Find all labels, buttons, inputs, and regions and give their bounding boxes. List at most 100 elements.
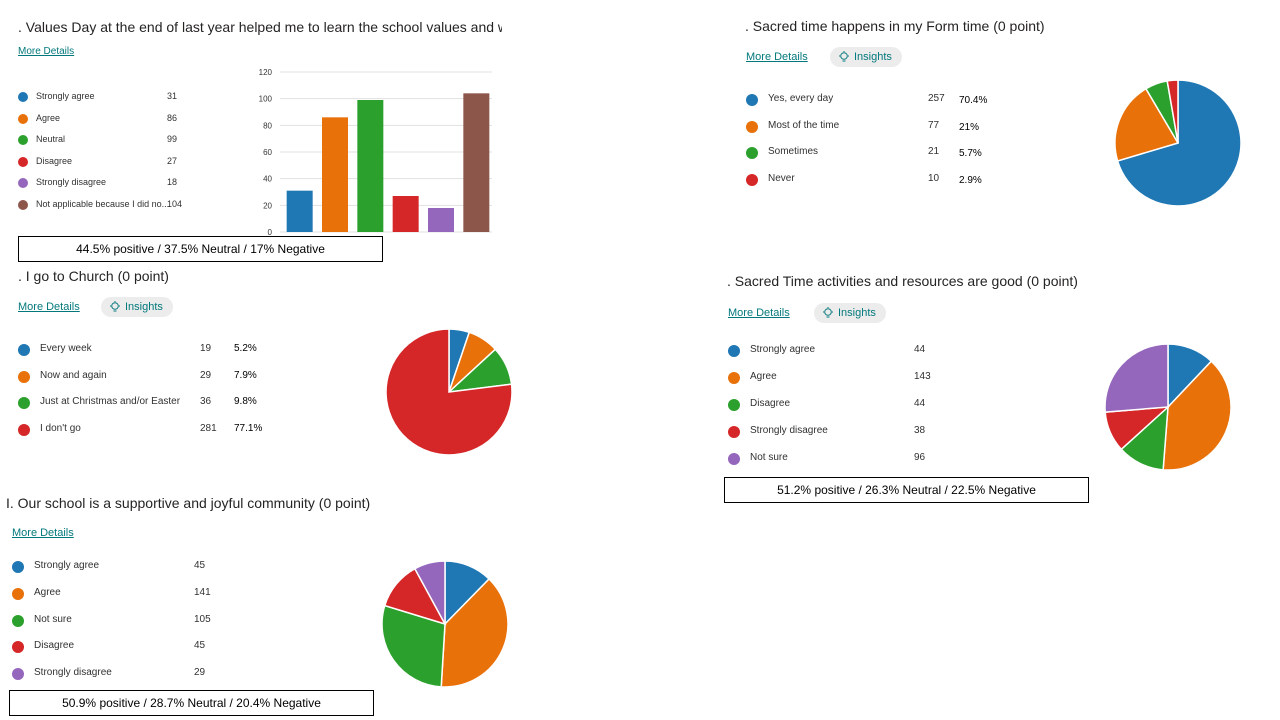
legend-marker <box>18 200 28 210</box>
legend-label: Never <box>768 172 795 184</box>
q4-summary-box: 51.2% positive / 26.3% Neutral / 22.5% N… <box>724 477 1089 503</box>
legend-count: 38 <box>914 425 926 436</box>
y-tick-label: 100 <box>259 95 273 104</box>
pie-slice[interactable] <box>1114 87 1180 162</box>
legend-percent: 7.9% <box>234 369 257 381</box>
legend-count: 29 <box>200 369 212 381</box>
q2-insights-button[interactable]: Insights <box>830 47 902 67</box>
legend-count: 10 <box>928 172 940 184</box>
legend-count: 105 <box>194 613 211 625</box>
q4-insights-button[interactable]: Insights <box>814 303 886 323</box>
q5-more-details-link[interactable]: More Details <box>12 527 74 539</box>
legend-count: 21 <box>928 146 940 157</box>
legend-marker <box>746 94 758 106</box>
q3-title: . I go to Church (0 point) <box>18 268 169 284</box>
pie-slice[interactable] <box>413 560 446 625</box>
legend-label: Now and again <box>40 369 107 381</box>
q4-title: . Sacred Time activities and resources a… <box>727 273 1078 289</box>
legend-marker <box>746 147 758 159</box>
bar[interactable] <box>428 208 454 232</box>
legend-marker <box>728 426 740 438</box>
legend-count: 257 <box>928 93 945 104</box>
y-tick-label: 80 <box>263 121 272 130</box>
legend-count: 36 <box>200 396 212 407</box>
y-tick-label: 120 <box>259 68 273 77</box>
legend-label: Strongly agree <box>750 344 816 355</box>
legend-marker <box>746 120 758 133</box>
legend-label: Disagree <box>34 640 75 652</box>
q2-title: . Sacred time happens in my Form time (0… <box>745 18 1045 34</box>
legend-count: 19 <box>200 343 212 354</box>
legend-label: Agree <box>36 112 61 123</box>
bar[interactable] <box>286 190 313 232</box>
legend-count: 96 <box>914 452 926 463</box>
y-tick-label: 20 <box>263 201 272 210</box>
legend-marker <box>18 92 28 102</box>
q2-pie-chart <box>1114 79 1242 207</box>
legend-label: Strongly disagree <box>750 425 828 436</box>
legend-marker <box>12 668 24 681</box>
legend-marker <box>728 345 740 357</box>
pie-slice[interactable] <box>1166 79 1179 144</box>
legend-percent: 77.1% <box>234 422 263 434</box>
q2-insights-label: Insights <box>854 51 892 63</box>
legend-label: Strongly disagree <box>34 667 112 679</box>
legend-count: 99 <box>167 134 178 145</box>
legend-percent: 9.8% <box>234 396 257 407</box>
pie-slice[interactable] <box>1104 343 1169 413</box>
bar[interactable] <box>463 93 490 232</box>
legend-label: Most of the time <box>768 119 840 131</box>
pie-slice[interactable] <box>440 577 509 688</box>
legend-label: Disagree <box>750 398 791 409</box>
legend-marker <box>746 173 758 186</box>
q4-more-details-link[interactable]: More Details <box>728 307 790 319</box>
lightbulb-icon <box>110 301 120 312</box>
legend-marker <box>12 561 24 573</box>
legend-label: Strongly agree <box>34 560 100 571</box>
q4-pie-chart <box>1104 343 1232 471</box>
legend-label: Yes, every day <box>768 93 834 104</box>
legend-count: 104 <box>167 199 183 209</box>
q5-title: I. Our school is a supportive and joyful… <box>6 495 371 511</box>
legend-marker <box>18 344 30 356</box>
y-tick-label: 60 <box>263 148 272 157</box>
q3-pie-chart <box>385 328 513 456</box>
legend-marker <box>18 423 30 436</box>
legend-marker <box>12 641 24 654</box>
y-tick-label: 40 <box>263 175 272 184</box>
legend-percent: 5.2% <box>234 343 257 354</box>
legend-marker <box>18 135 28 146</box>
legend-marker <box>18 370 30 383</box>
legend-percent: 21% <box>959 121 980 133</box>
q2-more-details-link[interactable]: More Details <box>746 51 808 63</box>
legend-label: Sometimes <box>768 146 819 157</box>
pie-slice[interactable] <box>1162 360 1232 471</box>
legend-count: 18 <box>167 177 178 188</box>
legend-label: Strongly agree <box>36 91 95 101</box>
legend-percent: 5.7% <box>959 148 982 159</box>
bar[interactable] <box>392 196 419 232</box>
legend-marker <box>18 178 28 189</box>
legend-count: 44 <box>914 344 926 355</box>
q3-more-details-link[interactable]: More Details <box>18 301 80 313</box>
q1-title: . Values Day at the end of last year hel… <box>18 19 502 35</box>
legend-count: 281 <box>200 422 217 434</box>
pie-slice[interactable] <box>385 328 513 456</box>
legend-marker <box>728 372 740 384</box>
pie-slice[interactable] <box>1116 79 1242 207</box>
legend-percent: 70.4% <box>959 95 988 106</box>
bar[interactable] <box>322 117 348 232</box>
lightbulb-icon <box>839 51 849 62</box>
bar[interactable] <box>357 100 384 232</box>
q1-more-details-link[interactable]: More Details <box>18 46 75 57</box>
legend-label: Not sure <box>34 613 72 625</box>
q5-summary-box: 50.9% positive / 28.7% Neutral / 20.4% N… <box>9 690 374 716</box>
legend-count: 27 <box>167 155 178 166</box>
q3-insights-button[interactable]: Insights <box>101 297 173 317</box>
pie-slice[interactable] <box>381 604 446 688</box>
legend-percent: 2.9% <box>959 174 982 186</box>
legend-marker <box>728 453 740 465</box>
legend-label: Strongly disagree <box>36 177 107 188</box>
legend-marker <box>18 113 28 124</box>
legend-marker <box>728 399 740 411</box>
